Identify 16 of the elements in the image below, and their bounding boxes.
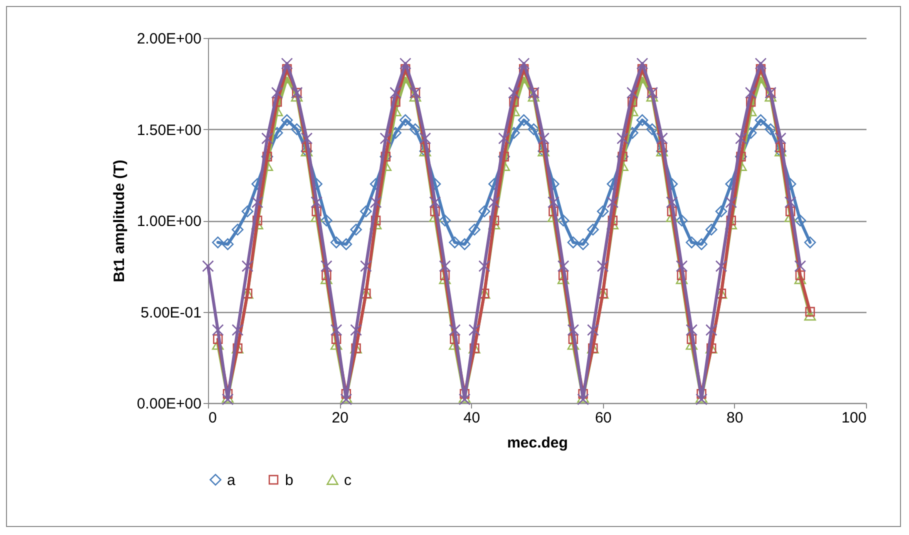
y-tick-label: 5.00E-01 <box>140 304 202 322</box>
legend-label: a <box>227 472 236 489</box>
y-tick-label: 0.00E+00 <box>136 396 202 412</box>
y-tick-label: 2.00E+00 <box>136 30 202 48</box>
y-tick-label: 1.50E+00 <box>136 122 202 139</box>
x-tick-label: 80 <box>726 410 744 426</box>
x-axis-title: mec.deg <box>507 434 568 452</box>
y-axis-title: Bt1 amplitude (T) <box>110 160 128 282</box>
legend-label: c <box>344 472 352 489</box>
x-tick-label: 40 <box>463 410 480 426</box>
legend-label: b <box>285 472 294 489</box>
x-tick-label: 100 <box>841 410 866 426</box>
x-tick-label: 20 <box>332 410 348 426</box>
x-tick-label: 60 <box>594 410 612 426</box>
y-tick-label: 1.00E+00 <box>136 213 202 230</box>
x-tick-label: 0 <box>208 410 217 426</box>
